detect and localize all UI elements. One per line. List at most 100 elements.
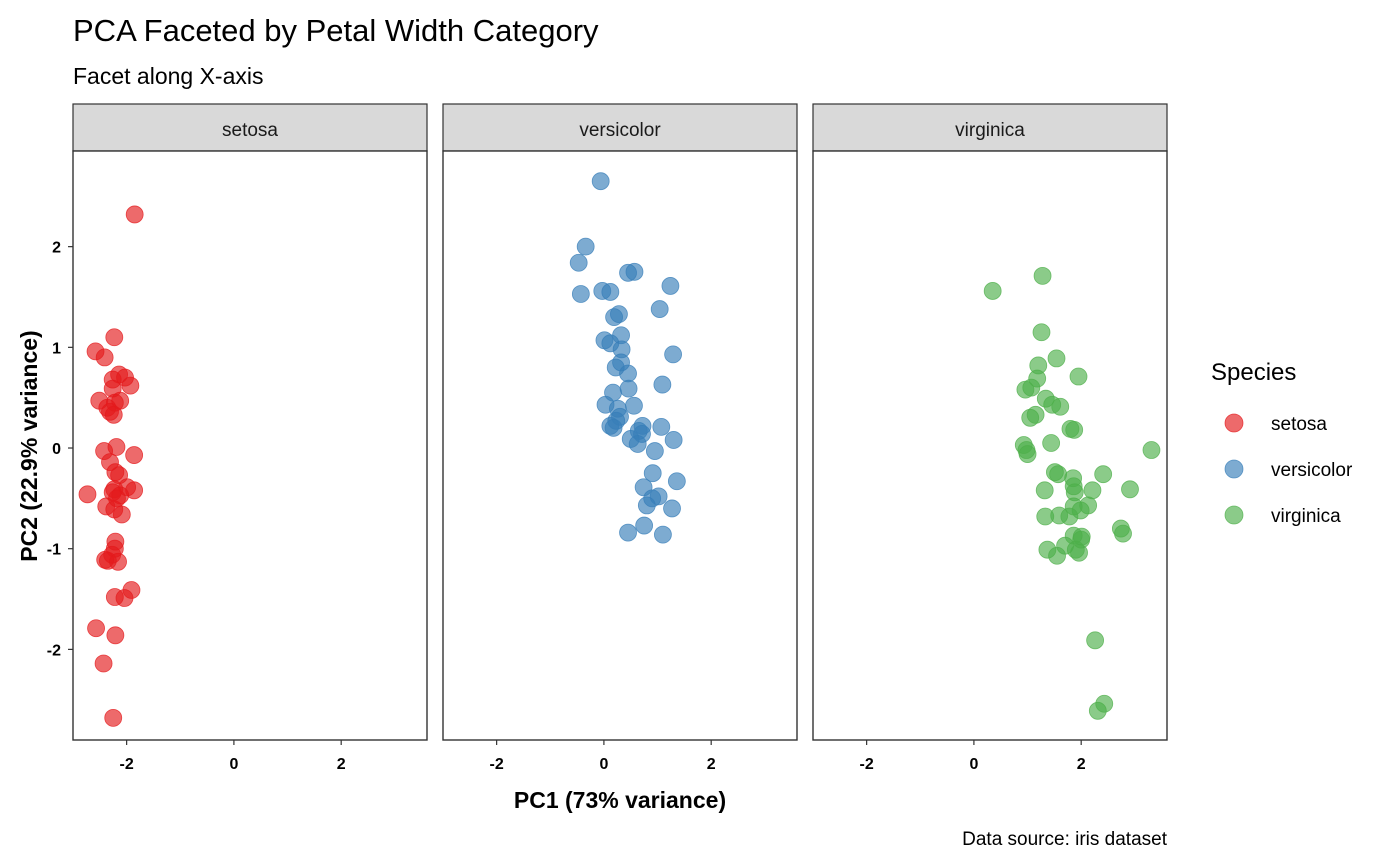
y-axis: -2 -1 0 1 2 xyxy=(47,240,73,659)
data-point xyxy=(569,253,588,272)
strip-label: versicolor xyxy=(579,120,661,141)
legend-item-virginica: virginica xyxy=(1224,505,1341,527)
data-point xyxy=(109,552,127,571)
data-point xyxy=(1121,480,1139,499)
data-point xyxy=(654,525,672,544)
data-point xyxy=(605,308,623,327)
points-versicolor xyxy=(569,172,686,544)
data-point xyxy=(635,516,654,535)
legend-key xyxy=(1224,413,1244,433)
data-point xyxy=(104,708,123,727)
strip-label: setosa xyxy=(222,120,278,141)
x-tick-label: -2 xyxy=(490,756,504,773)
data-point xyxy=(625,396,643,415)
chart-subtitle: Facet along X-axis xyxy=(73,63,263,89)
y-tick-label: 1 xyxy=(52,340,61,357)
strip-background xyxy=(812,103,1168,152)
x-tick-label: 2 xyxy=(707,756,716,773)
strip-background xyxy=(72,103,428,152)
legend-item-versicolor: versicolor xyxy=(1224,459,1353,481)
data-point xyxy=(1032,323,1051,342)
data-point xyxy=(576,237,595,256)
facet-panel-setosa: setosa -2 0 2 xyxy=(72,103,428,773)
data-point xyxy=(571,285,590,303)
data-point xyxy=(1086,631,1105,650)
data-point xyxy=(591,172,610,191)
panel-border xyxy=(72,150,428,741)
y-tick-label: -1 xyxy=(47,542,61,559)
data-point xyxy=(1083,481,1102,500)
caption: Data source: iris dataset xyxy=(962,829,1168,850)
y-tick-label: -2 xyxy=(47,642,61,659)
data-point xyxy=(601,283,620,301)
data-point xyxy=(112,505,131,524)
data-point xyxy=(652,417,671,436)
data-point xyxy=(637,496,656,515)
data-point xyxy=(1018,445,1037,463)
data-point xyxy=(1065,420,1084,439)
panel-border xyxy=(442,150,798,741)
panel-border xyxy=(812,150,1168,741)
x-tick-label: 0 xyxy=(229,756,238,773)
legend-label: setosa xyxy=(1271,414,1327,435)
data-point xyxy=(1042,434,1061,452)
data-point xyxy=(78,485,97,504)
data-point xyxy=(1033,266,1052,285)
data-point xyxy=(1094,465,1113,484)
data-point xyxy=(94,654,113,673)
data-point xyxy=(1035,481,1054,500)
legend-item-setosa: setosa xyxy=(1224,413,1327,435)
data-point xyxy=(619,364,637,383)
data-point xyxy=(1047,349,1066,368)
points-virginica xyxy=(983,266,1161,720)
x-tick-label: 2 xyxy=(337,756,346,773)
data-point xyxy=(125,205,144,224)
legend-key xyxy=(1224,505,1244,525)
data-point xyxy=(1049,465,1068,484)
points-setosa xyxy=(78,205,144,727)
x-tick-label: -2 xyxy=(120,756,134,773)
data-point xyxy=(1036,507,1055,526)
data-point xyxy=(1069,367,1088,386)
legend: Species setosa versicolor virginica xyxy=(1211,359,1353,527)
legend-label: versicolor xyxy=(1271,460,1353,481)
data-point xyxy=(667,472,686,491)
data-point xyxy=(121,376,140,395)
legend-label: virginica xyxy=(1271,506,1341,527)
data-point xyxy=(664,431,683,449)
y-tick-label: 2 xyxy=(52,240,61,257)
legend-title: Species xyxy=(1211,359,1296,386)
data-point xyxy=(661,277,680,295)
facet-panel-virginica: virginica -2 0 2 xyxy=(812,103,1168,773)
data-point xyxy=(1022,378,1041,397)
x-tick-label: 2 xyxy=(1077,756,1086,773)
data-point xyxy=(983,282,1002,300)
data-point xyxy=(125,446,144,464)
data-point xyxy=(1142,441,1161,459)
data-point xyxy=(1051,397,1070,416)
strip-label: virginica xyxy=(955,120,1025,141)
data-point xyxy=(104,405,123,424)
data-point xyxy=(105,588,124,606)
data-point xyxy=(1088,701,1107,720)
data-point xyxy=(1070,543,1088,562)
x-tick-label: 0 xyxy=(969,756,978,773)
data-point xyxy=(619,379,638,398)
data-point xyxy=(625,262,644,281)
data-point xyxy=(664,345,682,364)
data-point xyxy=(1021,408,1040,427)
x-tick-label: 0 xyxy=(599,756,608,773)
data-point xyxy=(1114,524,1132,543)
facet-panels: setosa -2 0 2 versicolor -2 0 2 virginica -2 0 2 xyxy=(72,103,1168,773)
data-point xyxy=(650,300,669,318)
legend-key xyxy=(1224,459,1244,479)
data-point xyxy=(653,375,672,394)
data-point xyxy=(87,619,105,638)
facet-panel-versicolor: versicolor -2 0 2 xyxy=(442,103,798,773)
data-point xyxy=(106,626,125,645)
data-point xyxy=(628,435,647,453)
x-axis-title: PC1 (73% variance) xyxy=(514,787,726,813)
data-point xyxy=(1048,546,1066,565)
chart-title: PCA Faceted by Petal Width Category xyxy=(73,13,599,48)
